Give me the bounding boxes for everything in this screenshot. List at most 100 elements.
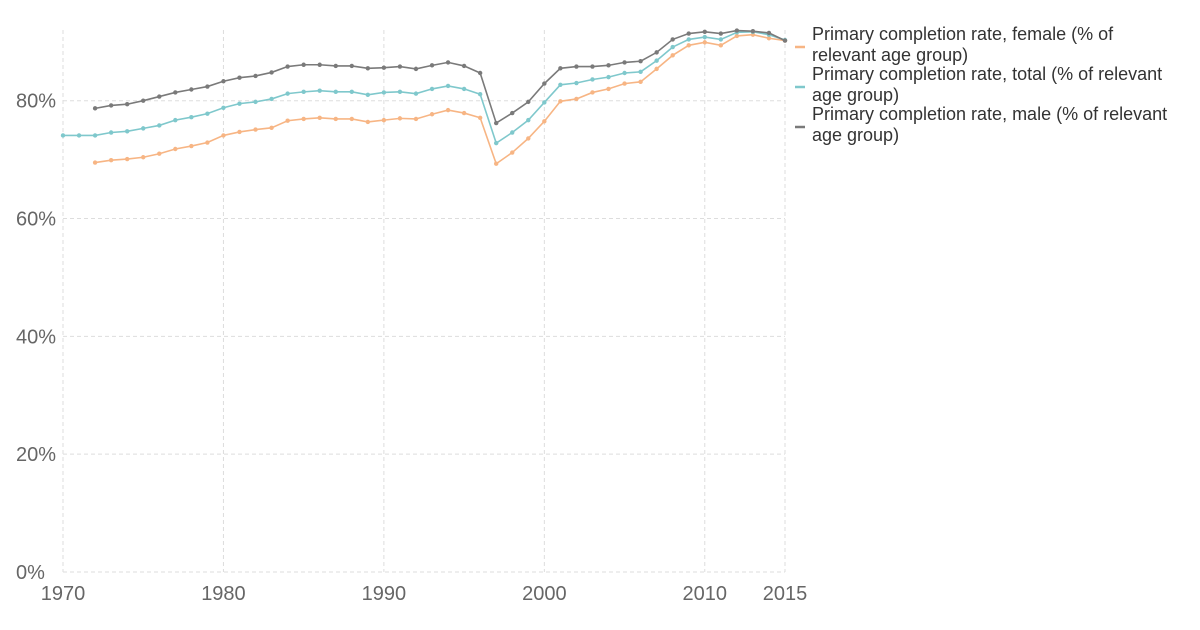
data-point	[526, 99, 531, 105]
data-point	[734, 33, 740, 39]
data-point	[558, 99, 563, 104]
data-point	[205, 84, 210, 89]
data-point	[173, 117, 178, 123]
y-tick-label-20: 20%	[16, 444, 56, 466]
data-point	[606, 63, 611, 68]
data-point	[317, 62, 322, 67]
data-point	[461, 110, 467, 116]
data-point	[622, 70, 627, 76]
data-point	[494, 140, 499, 146]
data-point	[718, 43, 724, 48]
data-point	[670, 44, 675, 50]
data-point	[269, 125, 274, 130]
data-point	[141, 98, 146, 103]
data-point	[253, 73, 258, 79]
data-point	[173, 90, 178, 95]
data-point	[574, 96, 579, 102]
series-0	[92, 32, 788, 166]
data-point	[766, 30, 772, 36]
data-point	[124, 156, 130, 162]
data-point	[510, 150, 515, 155]
data-point	[221, 105, 226, 110]
data-point	[590, 77, 595, 82]
data-point	[285, 118, 290, 123]
y-tick-label-80: 80%	[16, 91, 56, 113]
data-point	[333, 63, 338, 69]
data-point	[397, 116, 403, 121]
data-point	[317, 88, 322, 93]
y-tick-label-40: 40%	[16, 326, 56, 348]
x-tick-label-2010: 2010	[683, 583, 728, 605]
data-point	[92, 160, 98, 165]
data-point	[750, 28, 756, 34]
data-point	[542, 100, 547, 105]
data-point	[189, 114, 194, 120]
data-point	[397, 64, 403, 69]
data-point	[542, 81, 547, 86]
data-point	[413, 91, 419, 96]
data-point	[285, 64, 290, 69]
data-point	[285, 91, 290, 96]
data-point	[638, 59, 643, 64]
data-point	[92, 133, 98, 138]
legend-entry-2: Primary completion rate, male (% of rele…	[795, 104, 1167, 145]
data-point	[638, 69, 643, 75]
data-point	[558, 66, 563, 71]
data-point	[718, 37, 724, 42]
data-point	[526, 136, 531, 141]
data-point	[654, 50, 659, 55]
data-point	[718, 31, 724, 36]
data-point	[237, 129, 242, 135]
horizontal-gridlines	[63, 100, 785, 573]
data-point	[381, 90, 387, 95]
data-point	[205, 111, 210, 116]
data-point	[542, 119, 547, 124]
data-point	[349, 116, 354, 122]
x-axis-tick-labels: 1970 1980 1990 2000 2010 2015	[41, 583, 808, 605]
data-point	[494, 120, 499, 126]
data-point	[590, 64, 595, 69]
y-tick-label-0: 0%	[16, 562, 45, 584]
data-point	[590, 90, 595, 95]
data-point	[365, 119, 371, 125]
data-point	[124, 129, 130, 134]
data-point	[702, 29, 707, 34]
data-point	[124, 102, 130, 107]
data-point	[205, 140, 210, 145]
data-point	[381, 65, 387, 70]
data-point	[76, 133, 82, 138]
data-point	[365, 66, 371, 71]
data-point	[237, 75, 242, 80]
data-point	[445, 83, 451, 89]
data-point	[429, 86, 435, 92]
legend-entry-1: Primary completion rate, total (% of rel…	[795, 64, 1162, 105]
data-point	[606, 86, 611, 92]
data-point	[269, 96, 274, 102]
legend: Primary completion rate, female (% of rel…	[795, 24, 1167, 145]
data-point	[333, 89, 338, 95]
data-point	[766, 36, 772, 41]
data-point	[141, 126, 146, 131]
x-tick-label-1970: 1970	[41, 583, 86, 605]
x-tick-label-2000: 2000	[522, 583, 567, 605]
x-tick-label-1980: 1980	[201, 583, 246, 605]
data-point	[734, 28, 740, 33]
data-point	[333, 116, 338, 122]
data-point	[381, 117, 387, 123]
data-point	[269, 70, 274, 75]
legend-label-0: Primary completion rate, female (% of rel…	[812, 24, 1114, 65]
legend-entry-0: Primary completion rate, female (% of rel…	[795, 24, 1114, 65]
data-point	[397, 89, 403, 95]
data-point	[429, 112, 435, 117]
data-point	[253, 99, 258, 105]
data-point	[92, 106, 98, 111]
series-line-0	[94, 33, 786, 165]
data-point	[108, 103, 114, 108]
x-tick-label-2015: 2015	[763, 583, 808, 605]
data-point	[686, 31, 691, 36]
data-point	[141, 155, 146, 160]
data-point	[702, 40, 707, 45]
data-point	[574, 64, 579, 69]
